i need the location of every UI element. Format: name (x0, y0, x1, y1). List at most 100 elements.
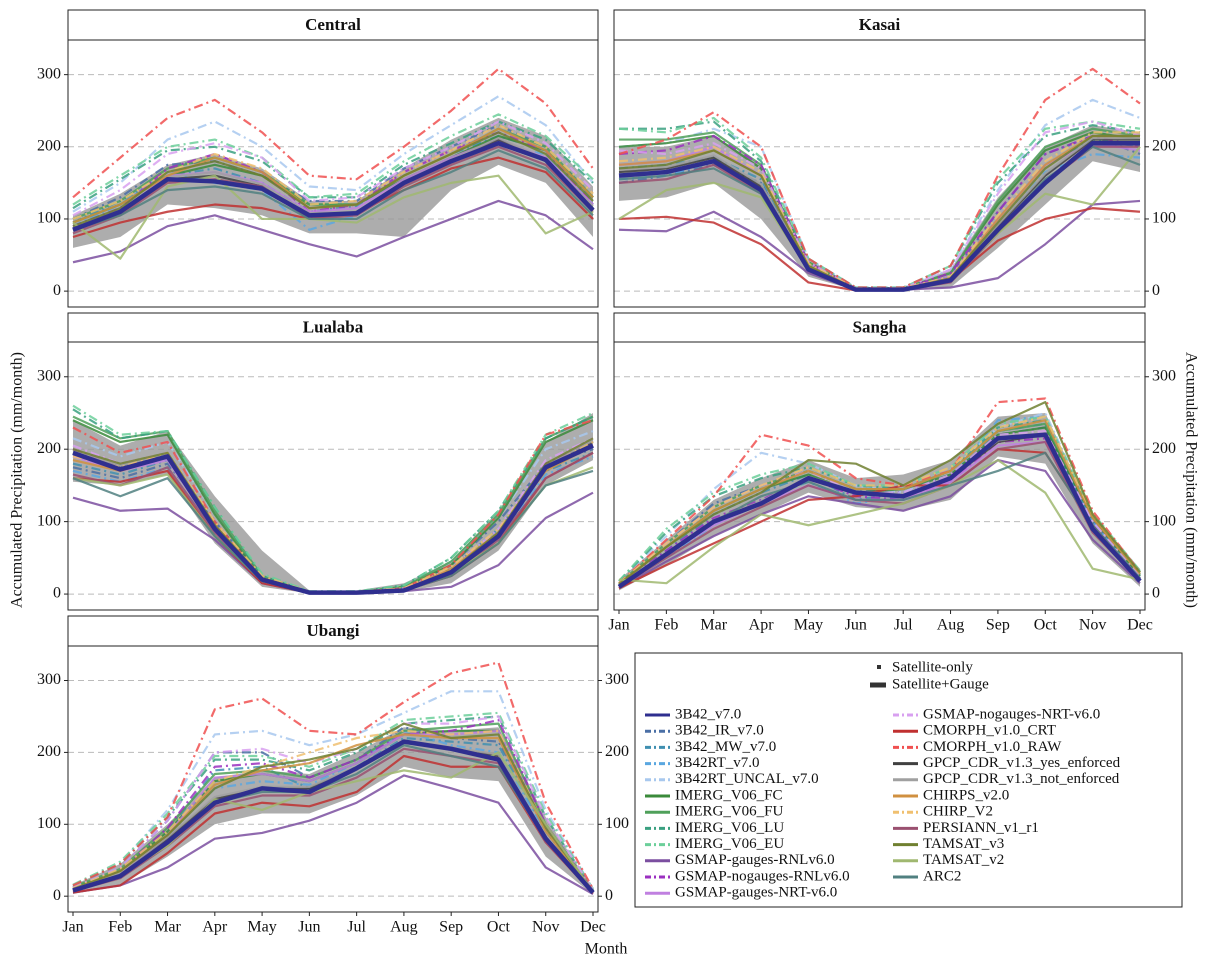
y-tick-label: 100 (37, 210, 61, 227)
y-tick-label: 0 (1152, 585, 1160, 602)
series-line (72, 131, 594, 228)
legend-label: GSMAP-gauges-NRT-v6.0 (675, 885, 837, 901)
x-tick-label: Nov (1079, 617, 1107, 634)
panel-title: Central (305, 15, 361, 34)
series-line (72, 120, 594, 210)
x-tick-label: Jun (845, 617, 867, 634)
y-axis-title-right: Accumulated Precipitation (mm/month) (1182, 352, 1199, 608)
y-tick-label: 300 (1152, 367, 1176, 384)
series-line (617, 432, 1142, 589)
y-tick-label: 0 (605, 887, 613, 904)
y-tick-label: 300 (37, 65, 61, 82)
x-tick-label: Dec (1127, 617, 1153, 634)
x-tick-label: Dec (580, 919, 606, 936)
x-tick-label: Feb (108, 919, 132, 936)
y-tick-label: 100 (1152, 512, 1176, 529)
series-line (72, 661, 594, 890)
strip (613, 312, 1146, 343)
panel-frame (67, 39, 599, 308)
x-tick-label: Sep (986, 617, 1010, 634)
legend-label: 3B42RT_UNCAL_v7.0 (675, 771, 819, 787)
panel-frame (613, 39, 1146, 308)
y-tick-label: 0 (53, 887, 61, 904)
legend-label: IMERG_V06_LU (675, 820, 784, 836)
series-line (72, 131, 594, 228)
y-axis-title: Accumulated Precipitation (mm/month) (9, 352, 26, 608)
legend-label: GSMAP-nogauges-RNLv6.0 (675, 868, 850, 884)
legend-label: 3B42_v7.0 (675, 706, 741, 722)
legend-label: ARC2 (923, 868, 961, 884)
spread-band (73, 727, 593, 895)
y-tick-label: 200 (1152, 137, 1176, 154)
legend-label: GSMAP-nogauges-NRT-v6.0 (923, 706, 1100, 722)
y-tick-label: 300 (1152, 65, 1176, 82)
series-line (72, 722, 594, 892)
y-tick-label: 0 (1152, 282, 1160, 299)
y-tick-label: 0 (53, 585, 61, 602)
legend-key-label: Satellite-only (892, 659, 973, 675)
y-tick-label: 200 (37, 137, 61, 154)
y-tick-label: 200 (37, 743, 61, 760)
x-tick-label: Aug (937, 617, 965, 634)
x-tick-label: May (247, 919, 276, 936)
series-line (72, 113, 594, 206)
legend-key-satellite-only (877, 665, 881, 669)
x-tick-label: May (794, 617, 823, 634)
series-line (618, 458, 1141, 590)
series-line (618, 415, 1141, 585)
legend-label: TAMSAT_v2 (923, 852, 1004, 868)
legend-label: 3B42_MW_v7.0 (675, 739, 776, 755)
y-tick-label: 100 (1152, 210, 1176, 227)
x-tick-label: Nov (532, 919, 560, 936)
x-tick-label: Jul (347, 919, 366, 936)
legend-label: IMERG_V06_FU (675, 804, 784, 820)
y-tick-label: 0 (53, 282, 61, 299)
series-line (72, 729, 594, 892)
legend-label: GSMAP-gauges-RNLv6.0 (675, 852, 835, 868)
series-line (72, 774, 594, 895)
series-line (618, 140, 1140, 292)
x-tick-label: Oct (487, 919, 511, 936)
series-line (72, 711, 594, 890)
series-line (618, 458, 1141, 585)
x-tick-label: Mar (154, 919, 181, 936)
x-tick-label: Aug (390, 919, 418, 936)
y-tick-label: 100 (37, 512, 61, 529)
series-line (72, 715, 594, 891)
legend-label: TAMSAT_v3 (923, 836, 1004, 852)
series-line (72, 199, 594, 264)
legend-label: GPCP_CDR_v1.3_yes_enforced (923, 755, 1121, 771)
x-tick-label: Apr (749, 617, 775, 634)
y-tick-label: 300 (605, 671, 629, 688)
x-tick-label: Mar (700, 617, 727, 634)
x-tick-label: Jan (62, 919, 83, 936)
x-axis-title: Month (585, 941, 628, 958)
legend-label: CMORPH_v1.0_RAW (923, 739, 1062, 755)
legend-key-label: Satellite+Gauge (892, 676, 989, 692)
y-tick-label: 200 (37, 440, 61, 457)
series-line (72, 145, 594, 235)
series-line (72, 718, 594, 892)
panel-title: Sangha (853, 317, 907, 336)
series-line (72, 739, 595, 895)
panel-frame (67, 645, 599, 913)
series-line (72, 120, 594, 217)
panel-frame (67, 341, 599, 611)
y-tick-label: 200 (605, 743, 629, 760)
series-line (72, 95, 594, 213)
y-tick-label: 100 (37, 815, 61, 832)
panel-title: Ubangi (307, 621, 360, 640)
series-line (72, 722, 594, 892)
panel-title: Lualaba (303, 317, 364, 336)
y-tick-label: 300 (37, 671, 61, 688)
x-tick-label: Feb (654, 617, 678, 634)
x-tick-label: Oct (1034, 617, 1058, 634)
legend-label: IMERG_V06_EU (675, 836, 784, 852)
legend-label: GPCP_CDR_v1.3_not_enforced (923, 771, 1120, 787)
series-line (72, 443, 594, 595)
spread-band (73, 412, 593, 594)
legend-label: IMERG_V06_FC (675, 787, 783, 803)
series-line (72, 67, 594, 199)
series-line (618, 411, 1141, 582)
